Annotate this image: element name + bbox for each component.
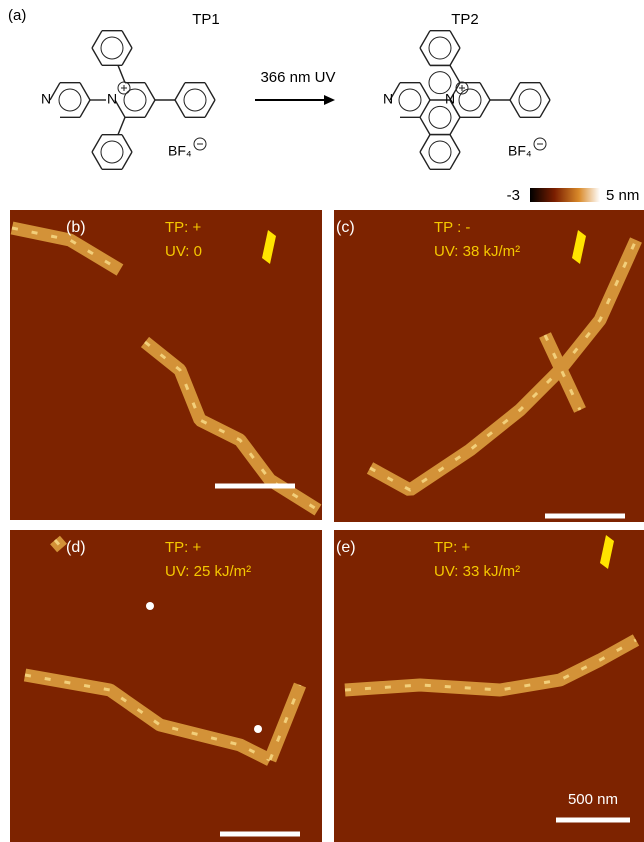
aromatic [429, 37, 451, 59]
condition: TP : - [434, 219, 470, 236]
arrow-head [324, 95, 335, 105]
ring [390, 83, 430, 118]
particle [146, 602, 154, 610]
condition: UV: 0 [165, 243, 202, 260]
particle [254, 725, 262, 733]
atom-label: N [41, 91, 51, 107]
bond [118, 65, 125, 82]
colorbar-max: 5 nm [606, 187, 639, 204]
ring [92, 135, 132, 170]
ring [92, 31, 132, 66]
ring [420, 31, 460, 66]
ring [510, 83, 550, 118]
panel-label: (d) [66, 539, 86, 556]
ring [50, 83, 90, 118]
condition: TP: + [165, 219, 202, 236]
aromatic [429, 106, 451, 128]
aromatic [101, 141, 123, 163]
condition: UV: 33 kJ/m² [434, 563, 520, 580]
atom-label: N [445, 91, 455, 107]
ring [175, 83, 215, 118]
scale-bar-label: 500 nm [568, 791, 618, 808]
condition: TP: + [434, 539, 471, 556]
panel-label: (a) [8, 7, 26, 24]
counterion: BF₄ [168, 143, 192, 159]
panel-label: (c) [336, 219, 355, 236]
ring [420, 135, 460, 170]
aromatic [101, 37, 123, 59]
atom-label: N [107, 91, 117, 107]
compound-name: TP2 [451, 11, 479, 28]
aromatic [429, 141, 451, 163]
compound-name: TP1 [192, 11, 220, 28]
aromatic [184, 89, 206, 111]
aromatic [124, 89, 146, 111]
panel-label: (b) [66, 219, 86, 236]
afm-panels: (b) TP: + UV: 0 (c) TP : - UV: 38 kJ/m² (d) TP:… [10, 210, 644, 842]
condition: TP: + [165, 539, 202, 556]
aromatic [399, 89, 421, 111]
charge-symbols [118, 82, 546, 150]
condition: UV: 25 kJ/m² [165, 563, 251, 580]
bond [118, 117, 125, 134]
aromatic [459, 89, 481, 111]
figure: (a) TP1 TP2 366 nm UV N N BF₄ N N BF₄ -3… [0, 0, 644, 842]
aromatic [59, 89, 81, 111]
aromatic [519, 89, 541, 111]
colorbar-min: -3 [507, 187, 520, 204]
colorbar [530, 188, 600, 202]
counterion: BF₄ [508, 143, 532, 159]
condition: UV: 38 kJ/m² [434, 243, 520, 260]
atom-label: N [383, 91, 393, 107]
panel-label: (e) [336, 539, 356, 556]
arrow-label: 366 nm UV [260, 69, 335, 86]
